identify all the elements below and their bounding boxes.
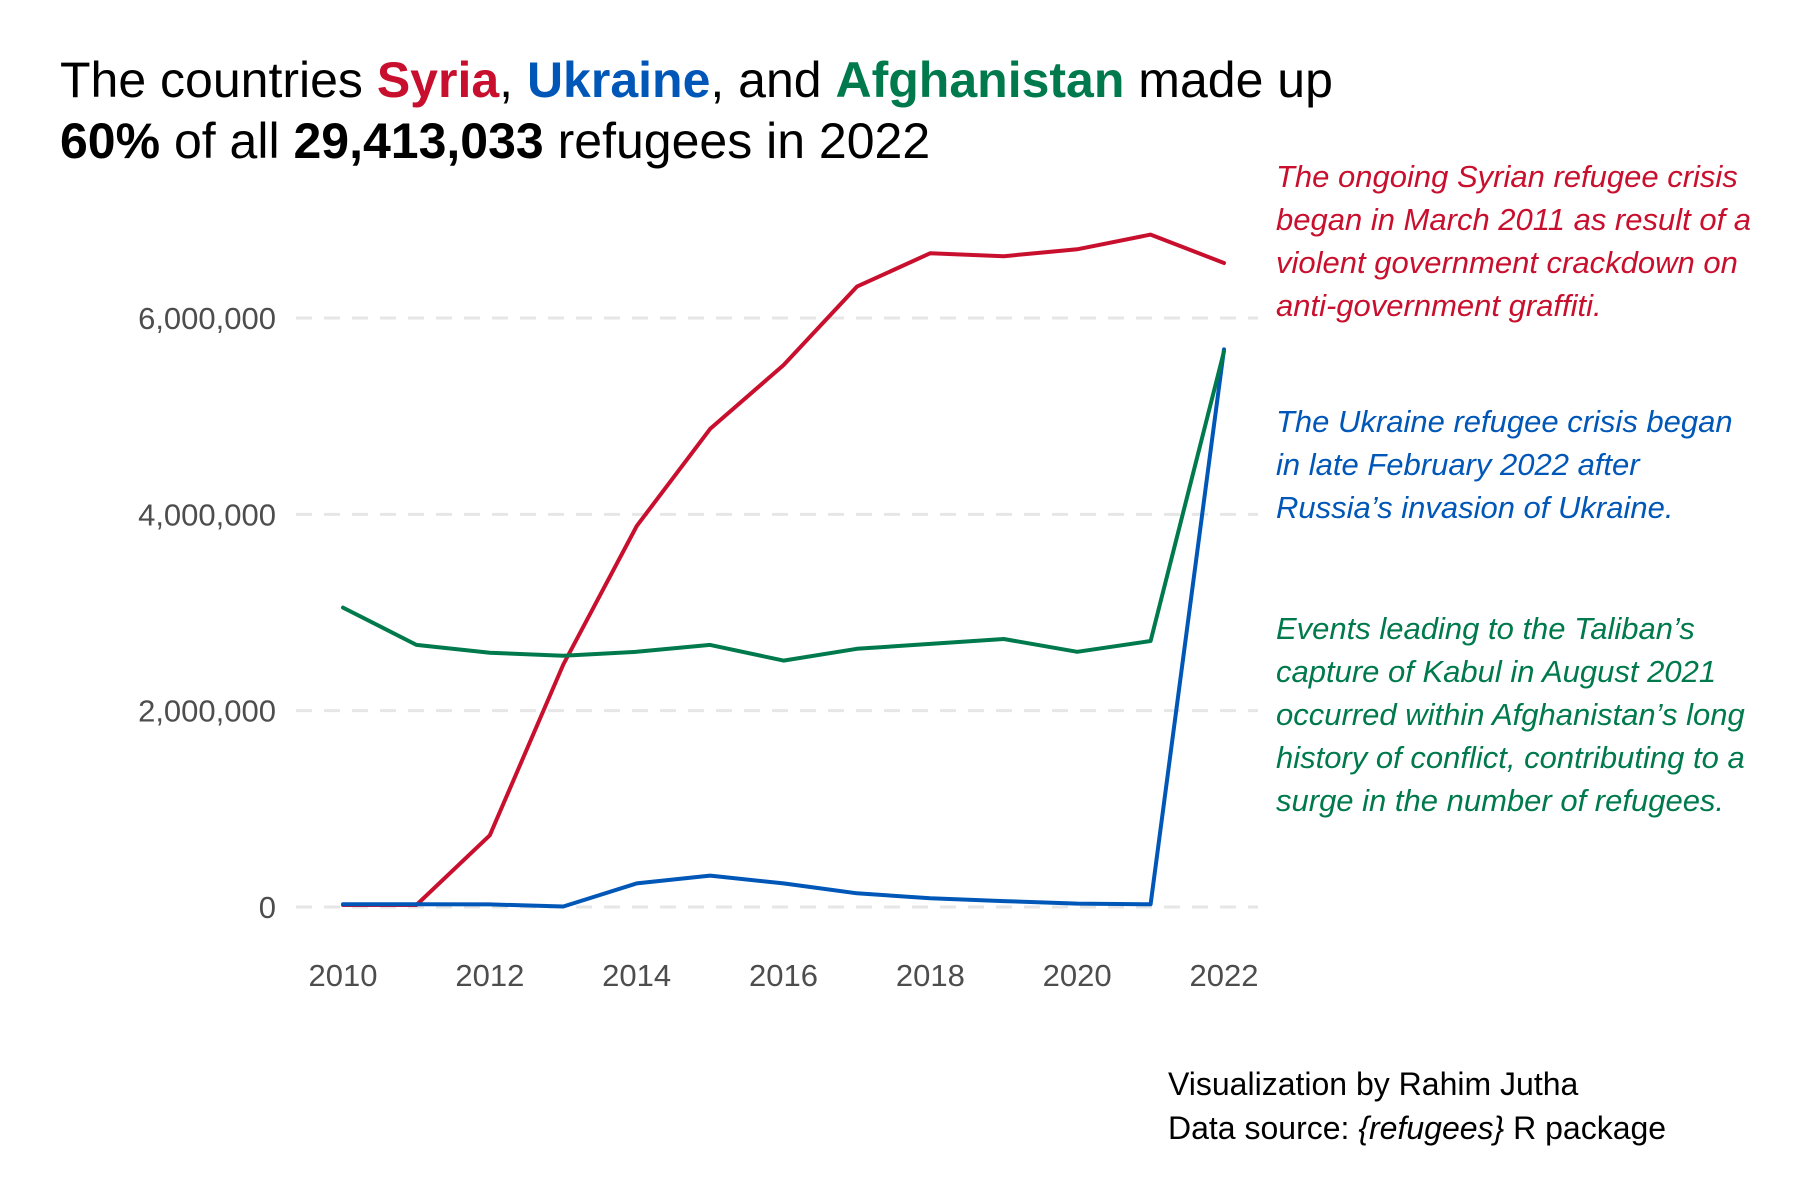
title-text: of all: [160, 113, 294, 169]
title-percent: 60%: [60, 113, 161, 169]
y-tick-label: 4,000,000: [138, 497, 276, 532]
chart-title: The countries Syria, Ukraine, and Afghan…: [60, 50, 1333, 172]
title-line-1: The countries Syria, Ukraine, and Afghan…: [60, 50, 1333, 111]
title-text: ,: [499, 52, 527, 108]
x-tick-label: 2020: [1043, 958, 1112, 993]
series-line-syria: [341, 232, 1226, 907]
caption-credit: Visualization by Rahim Jutha: [1168, 1066, 1579, 1102]
x-tick-label: 2018: [896, 958, 965, 993]
title-afghanistan: Afghanistan: [835, 52, 1125, 108]
caption-text: Data source:: [1168, 1110, 1359, 1146]
x-tick-label: 2022: [1190, 958, 1259, 993]
series-line-ukraine: [341, 347, 1226, 909]
caption-source: Data source: {refugees} R package: [1168, 1106, 1666, 1150]
gridlines: [296, 316, 1258, 909]
title-text: made up: [1124, 52, 1333, 108]
title-ukraine: Ukraine: [526, 52, 711, 108]
caption-text: R package: [1504, 1110, 1667, 1146]
title-syria: Syria: [376, 52, 500, 108]
x-tick-label: 2014: [602, 958, 671, 993]
title-text: The countries: [60, 52, 377, 108]
title-text: refugees in 2022: [543, 113, 931, 169]
annotation-afghanistan: Events leading to the Taliban’s capture …: [1276, 611, 1745, 818]
caption-package: {refugees}: [1358, 1110, 1505, 1146]
series-line-afghanistan: [341, 349, 1226, 663]
annotation-syria: The ongoing Syrian refugee crisis began …: [1276, 159, 1752, 323]
axes: 0 2,000,000 4,000,000 6,000,000 2010 2012 2014…: [138, 301, 1258, 993]
title-total: 29,413,033: [293, 113, 544, 169]
x-tick-label: 2012: [455, 958, 524, 993]
y-tick-label: 6,000,000: [138, 301, 276, 336]
x-tick-label: 2010: [309, 958, 378, 993]
y-tick-label: 2,000,000: [138, 694, 276, 729]
series-lines: [341, 232, 1226, 909]
title-text: , and: [710, 52, 836, 108]
title-line-2: 60% of all 29,413,033 refugees in 2022: [60, 111, 1333, 172]
annotation-ukraine: The Ukraine refugee crisis began in late…: [1276, 404, 1733, 525]
x-tick-label: 2016: [749, 958, 818, 993]
caption: Visualization by Rahim Jutha Data source…: [1168, 1062, 1666, 1150]
y-tick-label: 0: [259, 890, 276, 925]
